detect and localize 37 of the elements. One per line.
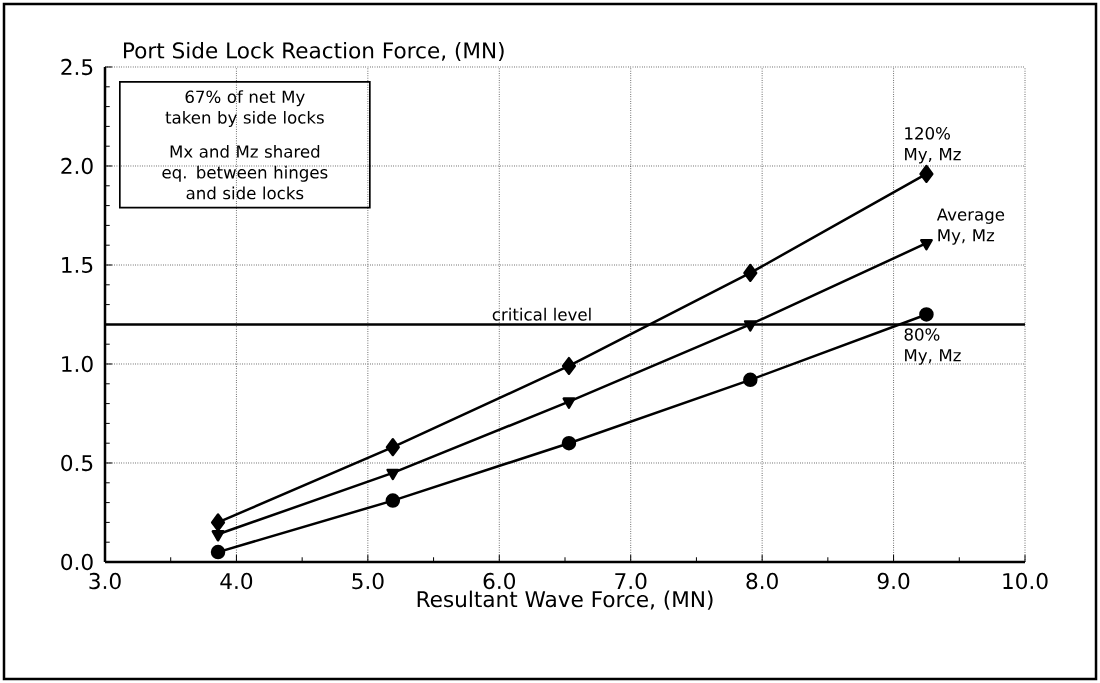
- x-tick-label: 3.0: [89, 572, 121, 590]
- y-tick-label: 2.5: [61, 58, 93, 76]
- x-tick-label: 7.0: [615, 572, 647, 590]
- x-tick-label: 8.0: [746, 572, 778, 590]
- point: [386, 468, 400, 481]
- ref-line-label: critical level: [492, 307, 591, 321]
- x-axis-title: Resultant Wave Force, (MN): [417, 590, 713, 610]
- x-tick-label: 10.0: [1003, 572, 1048, 590]
- point: [919, 307, 934, 322]
- point: [743, 263, 758, 282]
- point: [211, 530, 225, 542]
- point: [562, 397, 576, 409]
- y-tick-label: 1.5: [62, 256, 93, 274]
- annotation: Mx and Mz shared eq. between hinges and side locks: [162, 144, 328, 200]
- point: [561, 356, 577, 376]
- point: [385, 438, 400, 457]
- y-tick-label: 1.0: [62, 355, 93, 373]
- point: [919, 238, 933, 251]
- point: [210, 544, 226, 560]
- point: [561, 435, 577, 451]
- x-tick-label: 6.0: [483, 572, 516, 590]
- point: [385, 493, 401, 508]
- point: [743, 372, 758, 388]
- series-label: 120% My, Mz: [905, 127, 961, 164]
- y-tick-label: 0.0: [61, 553, 93, 571]
- x-tick-label: 4.0: [220, 572, 253, 590]
- series-label: Average My, Mz: [936, 208, 1005, 245]
- y-axis-title: Port Side Lock Reaction Force, (MN): [124, 41, 504, 62]
- point: [743, 320, 757, 332]
- annotation: 67% of net My taken by side locks: [165, 90, 324, 127]
- series-label: 80% My, Mz: [904, 328, 961, 365]
- y-tick-label: 2.0: [61, 157, 93, 175]
- point: [919, 164, 934, 183]
- point: [210, 513, 226, 532]
- y-tick-label: 0.5: [61, 454, 93, 472]
- x-tick-label: 5.0: [352, 572, 384, 590]
- x-tick-label: 9.0: [877, 572, 910, 590]
